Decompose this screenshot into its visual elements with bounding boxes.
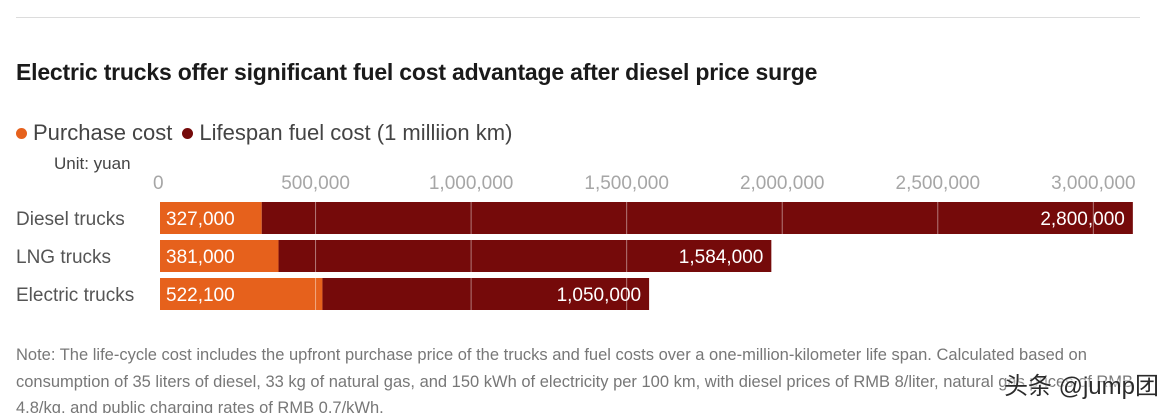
bar-value-label: 1,584,000	[679, 247, 764, 268]
chart-legend: Purchase cost Lifespan fuel cost (1 mill…	[16, 119, 522, 147]
bar-value-label: 2,800,000	[1040, 209, 1125, 230]
legend-item-fuel-cost: Lifespan fuel cost (1 milliion km)	[182, 120, 512, 146]
category-label: LNG trucks	[16, 247, 111, 268]
bar-value-label: 522,100	[166, 285, 235, 306]
unit-label: Unit: yuan	[54, 154, 131, 173]
legend-swatch-fuel-cost	[182, 127, 194, 139]
bar-fuel-cost	[261, 202, 1133, 234]
x-tick-label: 2,000,000	[740, 173, 825, 194]
top-divider	[16, 17, 1140, 18]
bar-purchase-cost	[160, 202, 262, 234]
watermark: 头条 @jump团	[1003, 373, 1159, 400]
legend-label-purchase-cost: Purchase cost	[33, 120, 173, 145]
legend-swatch-purchase-cost	[16, 127, 27, 139]
bar-value-label: 1,050,000	[557, 285, 642, 306]
bar-fuel-cost	[278, 240, 772, 272]
category-label: Electric trucks	[16, 285, 134, 306]
bar-value-label: 327,000	[166, 209, 235, 230]
chart-title: Electric trucks offer significant fuel c…	[16, 59, 818, 85]
bar-fuel-cost	[322, 278, 650, 310]
x-tick-label: 2,500,000	[896, 173, 981, 194]
bar-purchase-cost	[160, 240, 279, 272]
footnote: Note: The life-cycle cost includes the u…	[16, 346, 1134, 413]
bar-purchase-cost	[160, 278, 323, 310]
category-label: Diesel trucks	[16, 209, 125, 230]
legend-item-purchase-cost: Purchase cost	[16, 120, 172, 146]
bar-chart: 0 500,000 1,000,000 1,500,000 2,000,000 2,500…	[16, 173, 1136, 310]
x-tick-label: 500,000	[281, 173, 350, 194]
x-tick-label: 1,500,000	[584, 173, 669, 194]
legend-label-fuel-cost: Lifespan fuel cost (1 milliion km)	[199, 120, 513, 145]
x-tick-label: 0	[153, 173, 164, 194]
bar-value-label: 381,000	[166, 247, 235, 268]
x-tick-label: 1,000,000	[429, 173, 514, 194]
x-tick-label: 3,000,000	[1051, 173, 1136, 194]
